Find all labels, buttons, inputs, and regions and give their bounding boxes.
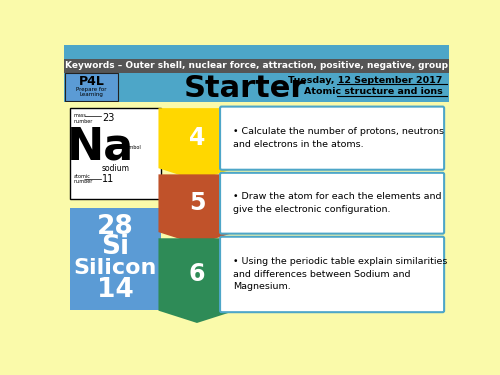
Text: 23: 23 — [102, 113, 115, 123]
Text: Atomic structure and ions: Atomic structure and ions — [304, 87, 442, 96]
Text: Tuesday, 12 September 2017: Tuesday, 12 September 2017 — [288, 76, 442, 85]
FancyBboxPatch shape — [70, 108, 161, 199]
Text: mass
number: mass number — [74, 113, 93, 123]
Text: atomic
number: atomic number — [74, 174, 93, 184]
Text: sodium: sodium — [102, 164, 130, 173]
FancyBboxPatch shape — [64, 45, 449, 59]
FancyBboxPatch shape — [220, 237, 444, 312]
Text: Si: Si — [102, 234, 130, 260]
Text: symbol: symbol — [124, 145, 142, 150]
FancyBboxPatch shape — [64, 102, 449, 334]
FancyBboxPatch shape — [220, 106, 444, 170]
Text: Na: Na — [67, 126, 134, 169]
FancyBboxPatch shape — [64, 59, 449, 73]
Text: • Draw the atom for each the elements and
give the electronic configuration.: • Draw the atom for each the elements an… — [233, 192, 442, 214]
FancyBboxPatch shape — [70, 208, 161, 310]
Text: • Calculate the number of protons, neutrons
and electrons in the atoms.: • Calculate the number of protons, neutr… — [233, 128, 444, 149]
Text: 6: 6 — [188, 262, 205, 286]
Text: Silicon: Silicon — [74, 258, 157, 278]
Polygon shape — [158, 174, 236, 244]
Text: 28: 28 — [97, 214, 134, 240]
Polygon shape — [158, 238, 236, 323]
Text: • Using the periodic table explain similarities
and differences between Sodium a: • Using the periodic table explain simil… — [233, 258, 448, 291]
Polygon shape — [158, 108, 236, 180]
Text: Prepare for
Learning: Prepare for Learning — [76, 87, 106, 98]
Text: 4: 4 — [189, 126, 205, 150]
FancyBboxPatch shape — [66, 74, 118, 101]
Text: 14: 14 — [97, 277, 134, 303]
Text: Keywords – Outer shell, nuclear force, attraction, positive, negative, group: Keywords – Outer shell, nuclear force, a… — [65, 61, 448, 70]
Text: 5: 5 — [188, 191, 205, 215]
Text: P4L: P4L — [78, 75, 104, 88]
Text: 11: 11 — [102, 174, 115, 184]
FancyBboxPatch shape — [220, 173, 444, 234]
Text: Starter: Starter — [184, 74, 306, 104]
FancyBboxPatch shape — [64, 73, 449, 102]
